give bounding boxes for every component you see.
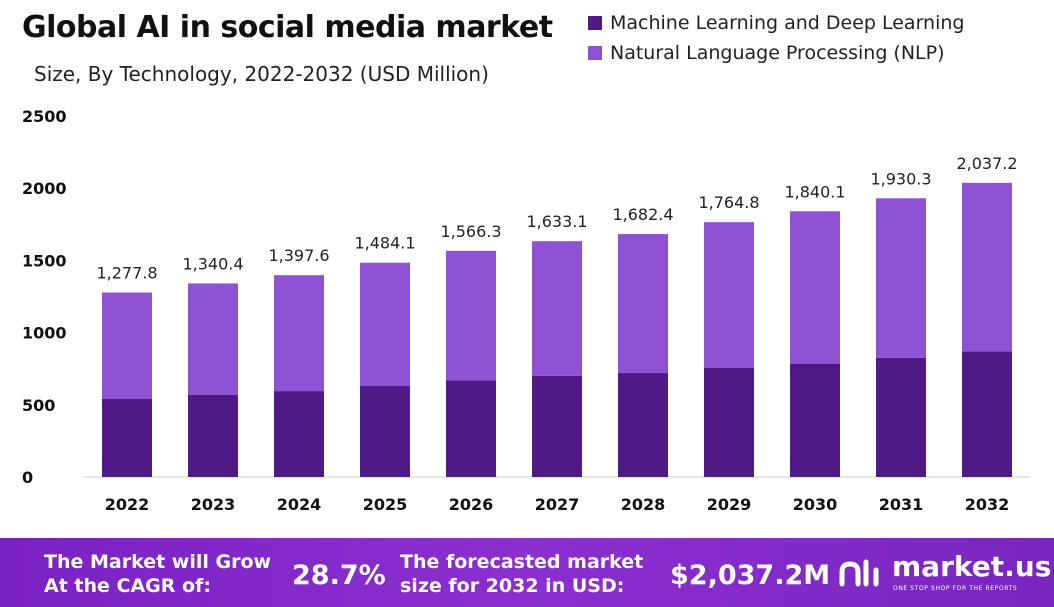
bar-segment-nlp — [532, 241, 582, 376]
bar-segment-nlp — [274, 275, 324, 392]
y-tick-label: 1500 — [22, 251, 67, 270]
bar-segment-nlp — [876, 198, 926, 358]
y-tick-label: 1000 — [22, 324, 67, 343]
forecast-value: $2,037.2M — [670, 560, 831, 591]
footer-banner: The Market will Grow At the CAGR of: 28.… — [0, 538, 1054, 607]
x-tick-label: 2026 — [449, 495, 494, 514]
x-tick-label: 2027 — [535, 495, 580, 514]
bar-total-label: 2,037.2 — [956, 154, 1017, 173]
brand-name: market.us — [892, 550, 1052, 583]
bar-total-label: 1,566.3 — [440, 222, 501, 241]
brand-tagline: ONE STOP SHOP FOR THE REPORTS — [893, 585, 1018, 592]
bar-segment-ml — [188, 394, 238, 477]
chart-title: Global AI in social media market — [22, 10, 553, 45]
bar-segment-nlp — [102, 292, 152, 400]
bar-segment-nlp — [962, 182, 1012, 352]
legend-swatch-ml — [588, 16, 602, 30]
bar-total-label: 1,930.3 — [870, 169, 931, 188]
bar-segment-ml — [446, 380, 496, 477]
y-tick-label: 2000 — [22, 179, 67, 198]
x-tick-label: 2022 — [105, 495, 150, 514]
legend-item-ml: Machine Learning and Deep Learning — [588, 8, 964, 38]
legend: Machine Learning and Deep Learning Natur… — [588, 8, 964, 68]
bar-segment-ml — [790, 363, 840, 477]
bar-segment-ml — [876, 357, 926, 477]
legend-item-nlp: Natural Language Processing (NLP) — [588, 38, 964, 68]
bar-total-label: 1,840.1 — [784, 182, 845, 201]
bar-segment-ml — [704, 367, 754, 477]
x-tick-label: 2031 — [879, 495, 924, 514]
bar-segment-ml — [618, 373, 668, 477]
bar-total-label: 1,340.4 — [182, 254, 243, 273]
bar-total-label: 1,633.1 — [526, 212, 587, 231]
x-tick-label: 2030 — [793, 495, 838, 514]
legend-label-nlp: Natural Language Processing (NLP) — [610, 42, 945, 64]
x-tick-label: 2032 — [965, 495, 1010, 514]
stacked-bar-chart: 0 500 1000 1500 2000 2500 1,277.8 2022 1,340.4 20… — [22, 107, 1030, 514]
bar-segment-ml — [274, 391, 324, 477]
y-tick-label: 0 — [22, 468, 33, 487]
bar-segment-ml — [532, 375, 582, 477]
x-tick-label: 2028 — [621, 495, 666, 514]
bar-segment-nlp — [446, 250, 496, 381]
bar-segment-ml — [962, 351, 1012, 477]
x-tick-label: 2025 — [363, 495, 408, 514]
bar-segment-ml — [102, 399, 152, 477]
forecast-label: The forecasted market size for 2032 in U… — [400, 551, 644, 597]
bar-segment-nlp — [704, 222, 754, 368]
bar-total-label: 1,682.4 — [612, 205, 673, 224]
bar-total-label: 1,397.6 — [268, 246, 329, 265]
x-tick-label: 2023 — [191, 495, 236, 514]
bar-segment-nlp — [790, 211, 840, 364]
bar-total-label: 1,764.8 — [698, 193, 759, 212]
market-us-logo-icon — [839, 559, 879, 587]
x-tick-label: 2029 — [707, 495, 752, 514]
cagr-label: The Market will Grow At the CAGR of: — [44, 551, 272, 597]
bar-segment-nlp — [360, 262, 410, 387]
bar-segment-ml — [360, 386, 410, 477]
chart-subtitle: Size, By Technology, 2022-2032 (USD Mill… — [34, 62, 489, 86]
cagr-value: 28.7% — [292, 560, 386, 591]
bar-total-label: 1,277.8 — [96, 263, 157, 282]
legend-swatch-nlp — [588, 46, 602, 60]
y-tick-label: 500 — [22, 396, 55, 415]
x-tick-label: 2024 — [277, 495, 322, 514]
bar-total-label: 1,484.1 — [354, 234, 415, 253]
bar-segment-nlp — [188, 283, 238, 395]
bar-segment-nlp — [618, 234, 668, 374]
legend-label-ml: Machine Learning and Deep Learning — [610, 12, 965, 34]
y-tick-label: 2500 — [22, 107, 67, 126]
